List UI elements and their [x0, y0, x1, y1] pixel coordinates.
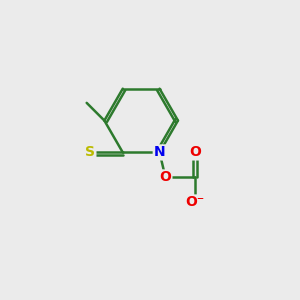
Text: O: O — [160, 170, 171, 184]
Text: N: N — [154, 146, 165, 159]
Text: O⁻: O⁻ — [185, 196, 205, 209]
Text: S: S — [85, 146, 95, 159]
Text: O: O — [189, 146, 201, 159]
